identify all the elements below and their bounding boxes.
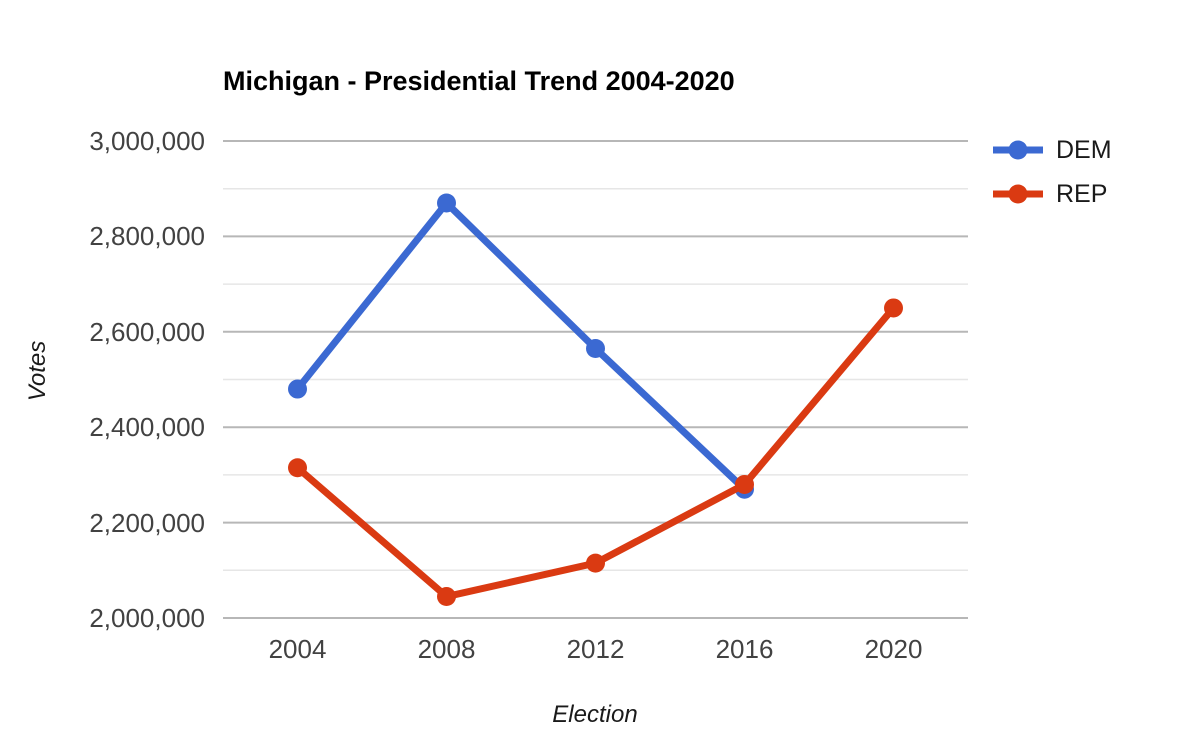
legend-label-rep: REP (1056, 179, 1108, 208)
data-point-dem-2008[interactable] (437, 193, 456, 213)
dem-line-marker-icon (993, 140, 1043, 160)
data-point-rep-2020[interactable] (884, 298, 903, 318)
legend-item-dem[interactable]: DEM (992, 128, 1112, 172)
x-tick-label: 2008 (417, 634, 476, 664)
data-point-rep-2012[interactable] (586, 553, 605, 573)
rep-line-marker-icon (993, 184, 1043, 204)
x-tick-label: 2020 (864, 634, 923, 664)
legend-item-rep[interactable]: REP (992, 172, 1112, 216)
data-point-dem-2004[interactable] (288, 379, 307, 399)
series-line-dem (294, 199, 748, 493)
y-tick-label: 3,000,000 (89, 126, 205, 156)
data-point-dem-2012[interactable] (586, 338, 605, 358)
legend-label-dem: DEM (1056, 135, 1112, 164)
y-tick-label: 2,600,000 (89, 316, 205, 347)
chart-title: Michigan - Presidential Trend 2004-2020 (223, 66, 735, 96)
y-tick-label: 2,000,000 (89, 603, 205, 633)
y-tick-label: 2,400,000 (89, 412, 205, 443)
x-axis-title: Election (552, 701, 638, 728)
x-tick-label: 2012 (566, 634, 625, 664)
data-point-rep-2004[interactable] (288, 458, 307, 478)
data-point-rep-2008[interactable] (437, 587, 456, 607)
x-tick-label: 2016 (715, 634, 774, 664)
y-tick-label: 2,800,000 (89, 221, 205, 252)
data-point-rep-2016[interactable] (735, 474, 754, 494)
legend: DEM REP (992, 128, 1112, 216)
x-tick-label: 2004 (268, 634, 327, 664)
y-tick-label: 2,200,000 (89, 507, 205, 538)
